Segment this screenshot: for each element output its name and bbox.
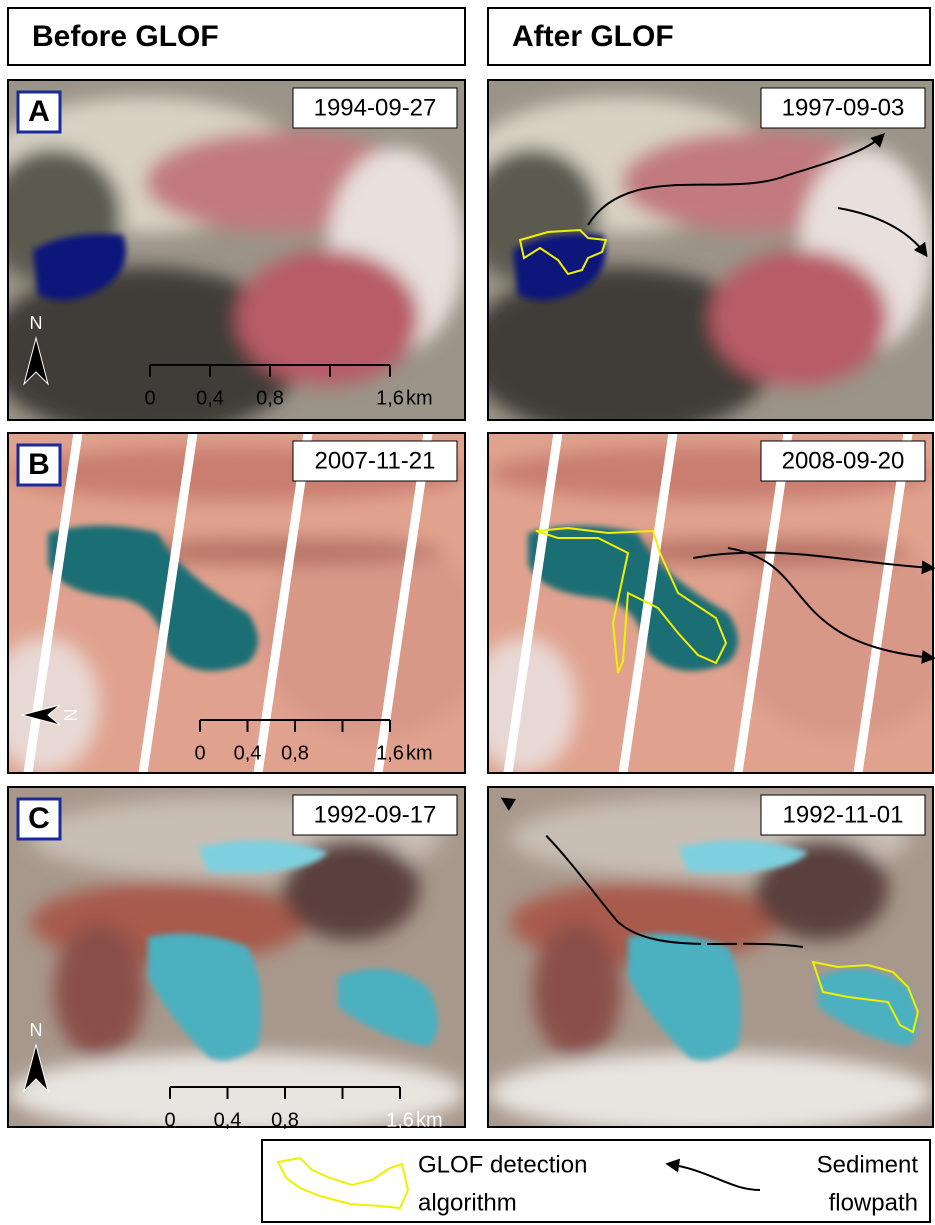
scale-label: 0 [194, 742, 205, 764]
north-label: N [30, 1020, 43, 1040]
legend-label: Sediment [817, 1151, 919, 1178]
date-label: 1992-11-01 [783, 801, 904, 828]
satellite-image [0, 80, 465, 437]
legend: GLOF detection algorithm Sediment flowpa… [262, 1140, 930, 1222]
map-panel: 2008-09-20 [470, 433, 935, 773]
scale-label: 0,4 [196, 387, 224, 409]
terrain-patch [259, 535, 488, 739]
terrain-patch [488, 1052, 933, 1134]
panels: 1994-09-27A00,40,81,6kmN1997-09-032007-1… [0, 80, 935, 1134]
satellite-image [466, 80, 933, 437]
scale-label: 1,6 [376, 742, 404, 764]
scale-label: 0 [144, 387, 155, 409]
legend-label: algorithm [418, 1189, 517, 1216]
scale-label: 0,4 [214, 1109, 242, 1131]
header: Before GLOF [32, 20, 219, 53]
terrain-patch [533, 923, 622, 1059]
panel-letter: A [28, 95, 50, 128]
north-label: N [61, 709, 81, 722]
scale-label: 0 [164, 1109, 175, 1131]
scale-unit: km [406, 387, 433, 409]
scale-label: 0,8 [281, 742, 309, 764]
terrain-patch [711, 250, 889, 386]
panel-letter: C [28, 802, 50, 835]
scale-unit: km [406, 742, 433, 764]
date-label: 2007-11-21 [315, 447, 436, 474]
scale-unit: km [416, 1109, 443, 1131]
satellite-image [8, 787, 465, 1134]
date-label: 1992-09-17 [314, 801, 437, 828]
scale-label: 0,4 [234, 742, 262, 764]
panel-letter: B [28, 448, 50, 481]
map-panel: 1992-11-01 [488, 787, 933, 1134]
terrain-patch [54, 923, 145, 1059]
satellite-image [488, 787, 933, 1134]
north-label: N [30, 313, 43, 333]
map-panel: 1997-09-03 [466, 80, 933, 437]
date-label: 2008-09-20 [782, 447, 905, 474]
date-label: 1997-09-03 [782, 94, 905, 121]
scale-label: 1,6 [376, 387, 404, 409]
figure: Before GLOF After GLOF 1994-09-27 A 0 0,4 0,… [0, 0, 935, 1225]
scale-label: 1,6 [386, 1109, 414, 1131]
date-label: 1994-09-27 [314, 94, 437, 121]
legend-label: GLOF detection [418, 1151, 587, 1178]
scale-label: 0,8 [256, 387, 284, 409]
scale-label: 0,8 [271, 1109, 299, 1131]
legend-label: flowpath [829, 1189, 918, 1216]
header: After GLOF [512, 20, 674, 53]
satellite-image [470, 433, 935, 773]
